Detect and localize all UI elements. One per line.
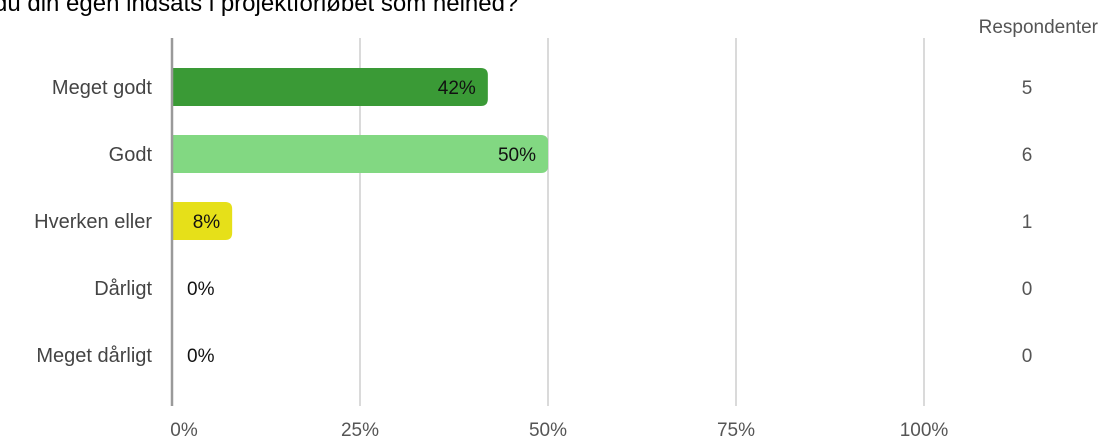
category-label: Dårligt [94, 278, 152, 300]
x-tick-label: 0% [170, 420, 198, 439]
respondent-count: 1 [1022, 212, 1033, 233]
respondent-count: 6 [1022, 145, 1033, 166]
data-label: 50% [498, 145, 536, 166]
bar [172, 68, 488, 106]
category-label: Meget godt [52, 77, 153, 99]
respondent-count: 0 [1022, 279, 1033, 300]
respondent-count: 0 [1022, 346, 1033, 367]
x-tick-label: 50% [529, 420, 567, 439]
category-label: Godt [109, 144, 153, 166]
bars [172, 68, 548, 240]
data-label: 0% [187, 279, 215, 300]
category-label: Meget dårligt [36, 345, 152, 367]
chart-title: du din egen indsats i projektforløbet so… [0, 0, 518, 17]
respondents-header: Respondenter [979, 17, 1099, 38]
respondent-count: 5 [1022, 78, 1033, 99]
data-label: 0% [187, 346, 215, 367]
gridlines [359, 38, 925, 406]
data-label: 42% [438, 78, 476, 99]
x-tick-label: 100% [900, 420, 949, 439]
data-label: 8% [193, 212, 221, 233]
category-label: Hverken eller [34, 211, 152, 233]
x-tick-label: 25% [341, 420, 379, 439]
bar [172, 202, 233, 240]
x-tick-label: 75% [717, 420, 755, 439]
bar [172, 135, 548, 173]
